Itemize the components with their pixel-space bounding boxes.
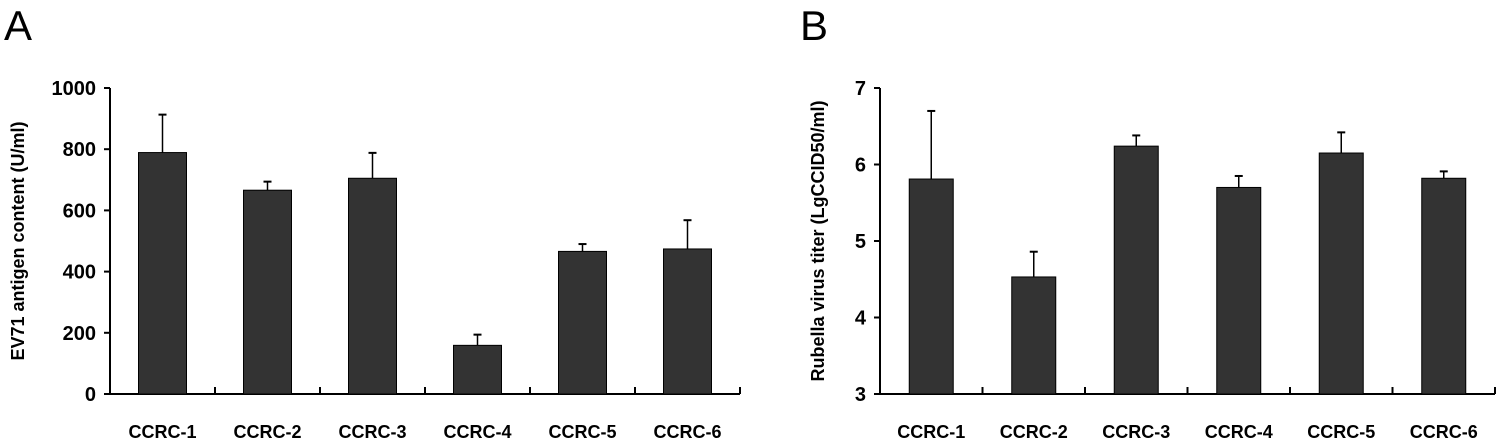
x-tick-label: CCRC-2 xyxy=(233,422,301,442)
bar-CCRC-4 xyxy=(1216,186,1262,395)
x-tick-label: CCRC-3 xyxy=(338,422,406,442)
bar-CCRC-5 xyxy=(558,250,607,395)
y-tick-label: 200 xyxy=(63,323,96,345)
x-tick-label: CCRC-1 xyxy=(128,422,196,442)
x-tick-label: CCRC-2 xyxy=(1000,422,1068,442)
bar-CCRC-3 xyxy=(348,177,397,395)
y-tick-label: 6 xyxy=(855,155,866,177)
y-tick-label: 7 xyxy=(855,78,866,100)
bar-CCRC-2 xyxy=(243,189,292,395)
y-tick-label: 600 xyxy=(63,200,96,222)
x-tick-label: CCRC-6 xyxy=(653,422,721,442)
y-tick-label: 0 xyxy=(85,384,96,406)
x-tick-label: CCRC-4 xyxy=(443,422,511,442)
panel-label: B xyxy=(800,2,828,49)
y-tick-label: 4 xyxy=(855,308,867,330)
bar-CCRC-1 xyxy=(138,152,187,395)
panel-label: A xyxy=(4,2,32,49)
x-tick-label: CCRC-6 xyxy=(1410,422,1478,442)
x-tick-label: CCRC-4 xyxy=(1205,422,1273,442)
y-tick-label: 800 xyxy=(63,139,96,161)
y-axis-label: EV71 antigen content (U/ml) xyxy=(8,121,28,360)
bar-CCRC-6 xyxy=(1421,177,1467,395)
chart-panel-A: A 0 200 400 600 800 1000 EV71 antigen content (… xyxy=(4,2,741,442)
y-tick-label: 1000 xyxy=(52,78,97,100)
bar-CCRC-4 xyxy=(453,344,502,395)
bar-CCRC-1 xyxy=(908,178,954,395)
x-tick-label: CCRC-1 xyxy=(897,422,965,442)
y-tick-label: 400 xyxy=(63,262,96,284)
bar-CCRC-5 xyxy=(1318,152,1364,395)
y-axis-label: Rubella virus titer (LgCCID50/ml) xyxy=(808,100,828,381)
x-tick-label: CCRC-5 xyxy=(548,422,616,442)
bar-CCRC-3 xyxy=(1113,145,1159,395)
x-tick-label: CCRC-3 xyxy=(1102,422,1170,442)
chart-panel-B: B 3 4 5 6 7 Rubella virus titer (LgCCID50/ml) C… xyxy=(800,2,1496,442)
x-tick-label: CCRC-5 xyxy=(1307,422,1375,442)
bar-CCRC-6 xyxy=(663,248,712,395)
bar-CCRC-2 xyxy=(1011,276,1057,395)
y-tick-label: 3 xyxy=(855,384,866,406)
y-tick-label: 5 xyxy=(855,231,866,253)
